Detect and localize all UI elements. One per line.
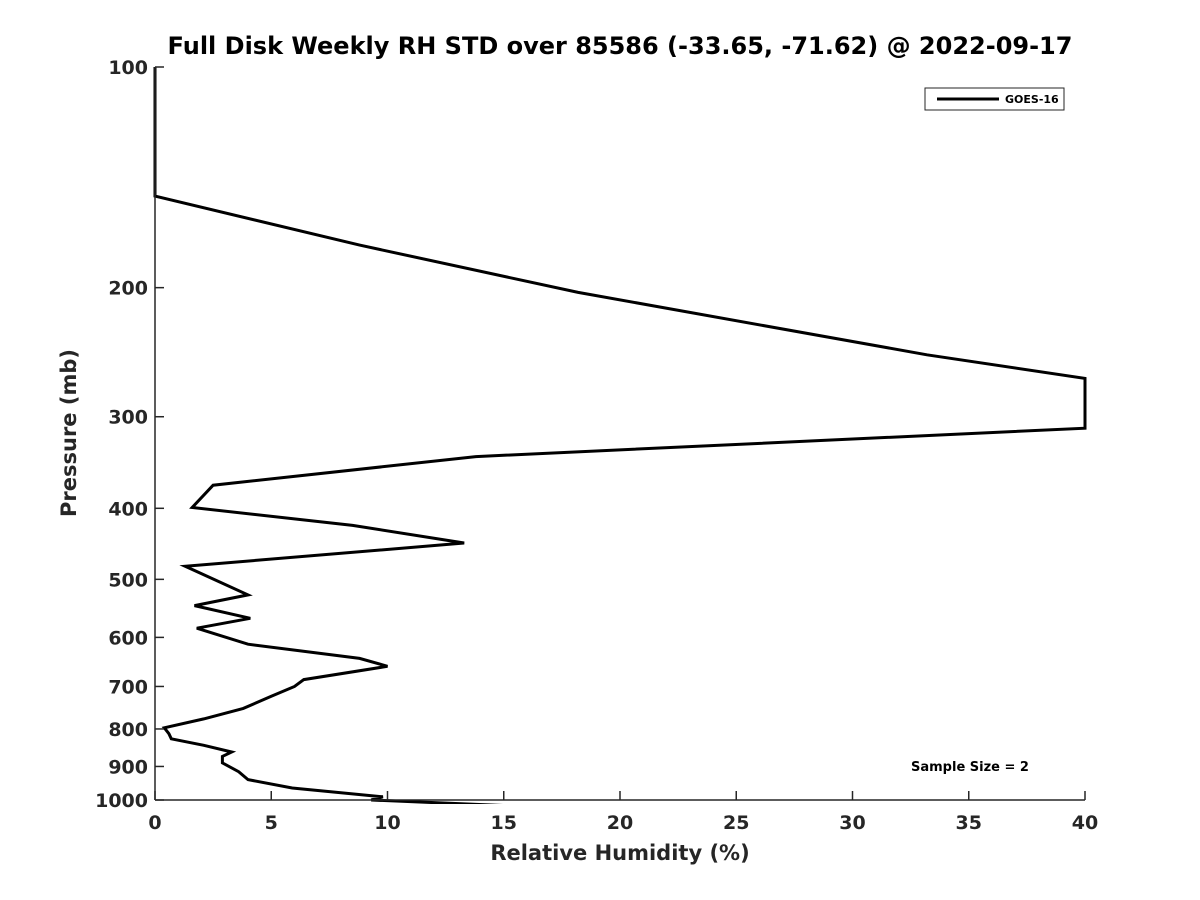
y-tick-label: 900 <box>108 756 148 778</box>
x-tick-label: 15 <box>491 812 517 834</box>
y-axis-label: Pressure (mb) <box>57 349 81 517</box>
x-tick-label: 10 <box>374 812 400 834</box>
x-tick-label: 35 <box>956 812 982 834</box>
series-line-0 <box>153 67 1087 804</box>
x-axis-label: Relative Humidity (%) <box>490 841 749 865</box>
x-ticks: 0 5 10 15 20 25 30 35 40 <box>148 791 1098 834</box>
y-ticks: 100 200 300 400 500 600 700 800 900 1000 <box>95 57 164 812</box>
y-tick-label: 700 <box>108 676 148 698</box>
y-tick-label: 400 <box>108 498 148 520</box>
sample-size-annotation: Sample Size = 2 <box>911 760 1029 775</box>
x-tick-label: 0 <box>148 812 161 834</box>
y-tick-label: 300 <box>108 407 148 429</box>
legend-label: GOES-16 <box>1005 93 1059 106</box>
y-tick-label: 200 <box>108 278 148 300</box>
plot-area <box>153 67 1087 804</box>
y-tick-label: 1000 <box>95 790 148 812</box>
chart-title: Full Disk Weekly RH STD over 85586 (-33.… <box>168 32 1073 60</box>
y-tick-label: 800 <box>108 719 148 741</box>
legend: GOES-16 <box>924 87 1065 111</box>
y-tick-label: 100 <box>108 57 148 79</box>
x-tick-label: 25 <box>723 812 749 834</box>
y-tick-label: 600 <box>108 627 148 649</box>
x-tick-label: 20 <box>607 812 633 834</box>
y-tick-label: 500 <box>108 569 148 591</box>
x-tick-label: 40 <box>1072 812 1098 834</box>
x-tick-label: 5 <box>265 812 278 834</box>
x-tick-label: 30 <box>839 812 865 834</box>
